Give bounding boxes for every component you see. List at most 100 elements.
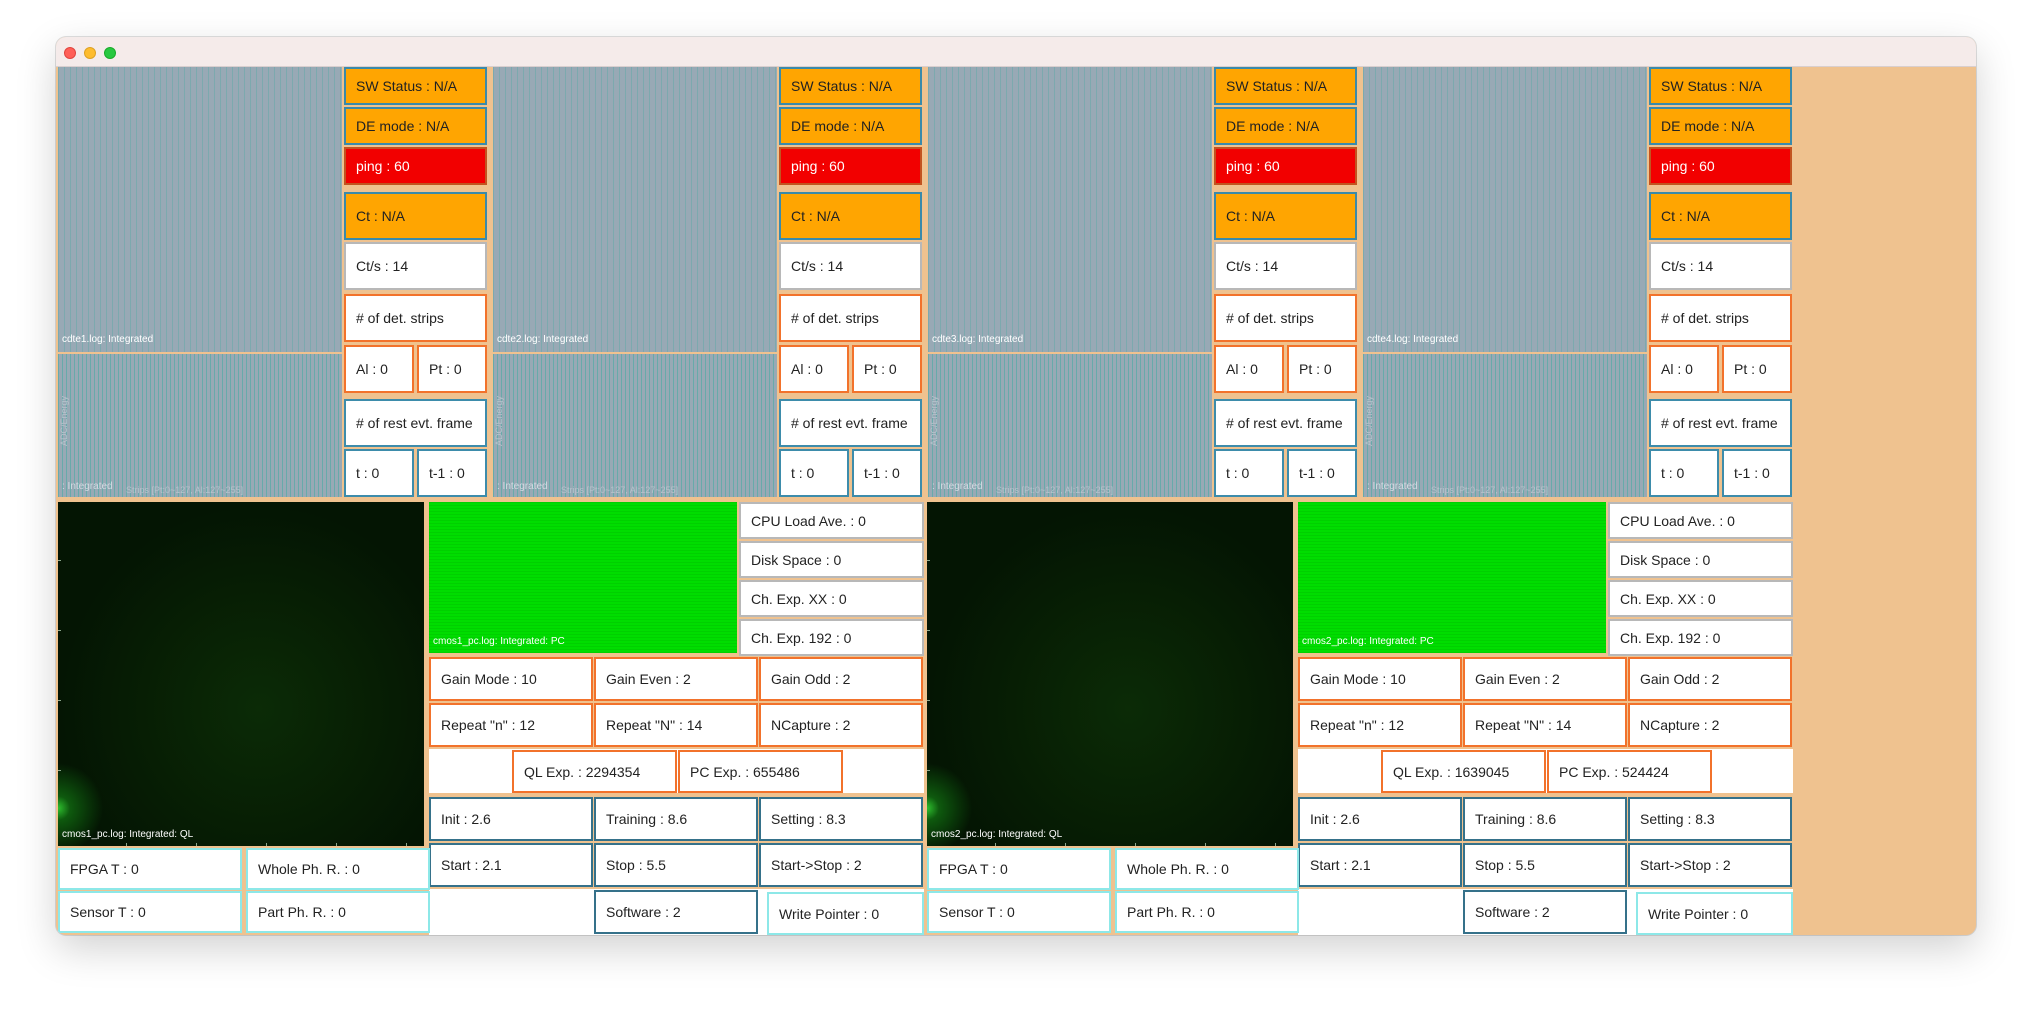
rest-evt-frame-cell: # of rest evt. frame — [779, 399, 922, 447]
det-strips-cell: # of det. strips — [779, 294, 922, 342]
pt-strips-cell: Pt : 0 — [1722, 345, 1792, 393]
ping-cell: ping : 60 — [779, 147, 922, 185]
repeat-n-upper-cell: Repeat "N" : 14 — [1463, 703, 1627, 747]
cmos-pc-label: cmos2_pc.log: Integrated: PC — [1302, 636, 1434, 647]
sw-status-cell: SW Status : N/A — [344, 67, 487, 105]
detector-image-plot[interactable]: cdte4.log: Integrated — [1363, 67, 1647, 352]
whole-ph-rate-cell: Whole Ph. R. : 0 — [1115, 848, 1299, 890]
stop-time-cell: Stop : 5.5 — [594, 843, 758, 887]
axis-tick — [1275, 843, 1276, 846]
fpga-temp-cell: FPGA T : 0 — [58, 848, 242, 890]
cmos-pc-image[interactable]: cmos2_pc.log: Integrated: PC — [1298, 502, 1606, 653]
gain-odd-cell: Gain Odd : 2 — [1628, 657, 1792, 701]
axis-tick — [196, 843, 197, 846]
pt-strips-cell: Pt : 0 — [852, 345, 922, 393]
setting-time-cell: Setting : 8.3 — [759, 797, 923, 841]
detector-image-label: cdte4.log: Integrated — [1367, 334, 1459, 345]
ch-exp-192-cell: Ch. Exp. 192 : 0 — [739, 619, 924, 656]
title-bar — [56, 37, 1976, 67]
setting-time-cell: Setting : 8.3 — [1628, 797, 1792, 841]
t-cell: t : 0 — [779, 449, 849, 497]
detector-spectrum-plot[interactable]: : Integrated Strips [Pt:0~127, Al:127~255… — [928, 354, 1212, 497]
spectrum-x-axis-label: Strips [Pt:0~127, Al:127~255] — [126, 485, 244, 495]
app-window: cdte1.log: Integrated : Integrated Strips … — [56, 37, 1976, 935]
pc-exposure-cell: PC Exp. : 524424 — [1547, 750, 1712, 793]
start-to-stop-cell: Start->Stop : 2 — [759, 843, 923, 887]
al-strips-cell: Al : 0 — [779, 345, 849, 393]
axis-tick — [58, 560, 61, 561]
spectrum-label: : Integrated — [932, 481, 983, 492]
maximize-window-button[interactable] — [104, 47, 116, 59]
software-cell: Software : 2 — [594, 890, 758, 934]
sw-status-cell: SW Status : N/A — [1214, 67, 1357, 105]
software-cell: Software : 2 — [1463, 890, 1627, 934]
write-pointer-cell: Write Pointer : 0 — [767, 892, 924, 935]
cmos-ql-image[interactable]: cmos2_pc.log: Integrated: QL — [927, 502, 1293, 846]
axis-tick — [58, 770, 61, 771]
write-pointer-cell: Write Pointer : 0 — [1636, 892, 1793, 935]
rest-evt-frame-cell: # of rest evt. frame — [1214, 399, 1357, 447]
rest-evt-frame-cell: # of rest evt. frame — [1649, 399, 1792, 447]
detector-image-label: cdte2.log: Integrated — [497, 334, 589, 345]
ping-cell: ping : 60 — [1649, 147, 1792, 185]
cmos-ql-image[interactable]: cmos1_pc.log: Integrated: QL — [58, 502, 424, 846]
axis-tick — [126, 843, 127, 846]
gain-even-cell: Gain Even : 2 — [1463, 657, 1627, 701]
detector-spectrum-plot[interactable]: : Integrated Strips [Pt:0~127, Al:127~255… — [58, 354, 342, 497]
cpu-load-cell: CPU Load Ave. : 0 — [739, 502, 924, 539]
t-minus-1-cell: t-1 : 0 — [417, 449, 487, 497]
axis-tick — [1205, 843, 1206, 846]
disk-space-cell: Disk Space : 0 — [739, 541, 924, 578]
spectrum-y-axis-label: ADC/Energy — [1364, 395, 1374, 446]
repeat-n-upper-cell: Repeat "N" : 14 — [594, 703, 758, 747]
det-strips-cell: # of det. strips — [1214, 294, 1357, 342]
gain-even-cell: Gain Even : 2 — [594, 657, 758, 701]
spectrum-x-axis-label: Strips [Pt:0~127, Al:127~255] — [561, 485, 679, 495]
sw-status-cell: SW Status : N/A — [779, 67, 922, 105]
close-window-button[interactable] — [64, 47, 76, 59]
detector-image-plot[interactable]: cdte2.log: Integrated — [493, 67, 777, 352]
pt-strips-cell: Pt : 0 — [417, 345, 487, 393]
count-rate-cell: Ct/s : 14 — [779, 242, 922, 290]
repeat-n-lower-cell: Repeat "n" : 12 — [429, 703, 593, 747]
gain-mode-cell: Gain Mode : 10 — [429, 657, 593, 701]
start-time-cell: Start : 2.1 — [429, 843, 593, 887]
cpu-load-cell: CPU Load Ave. : 0 — [1608, 502, 1793, 539]
axis-tick — [927, 700, 930, 701]
cmos-pc-image[interactable]: cmos1_pc.log: Integrated: PC — [429, 502, 737, 653]
minimize-window-button[interactable] — [84, 47, 96, 59]
axis-tick — [927, 630, 930, 631]
spectrum-label: : Integrated — [1367, 481, 1418, 492]
start-to-stop-cell: Start->Stop : 2 — [1628, 843, 1792, 887]
stop-time-cell: Stop : 5.5 — [1463, 843, 1627, 887]
repeat-n-lower-cell: Repeat "n" : 12 — [1298, 703, 1462, 747]
gain-odd-cell: Gain Odd : 2 — [759, 657, 923, 701]
rest-evt-frame-cell: # of rest evt. frame — [344, 399, 487, 447]
ch-exp-xx-cell: Ch. Exp. XX : 0 — [739, 580, 924, 617]
count-cell: Ct : N/A — [1214, 192, 1357, 240]
ch-exp-xx-cell: Ch. Exp. XX : 0 — [1608, 580, 1793, 617]
ncapture-cell: NCapture : 2 — [759, 703, 923, 747]
detector-spectrum-plot[interactable]: : Integrated Strips [Pt:0~127, Al:127~255… — [493, 354, 777, 497]
detector-spectrum-plot[interactable]: : Integrated Strips [Pt:0~127, Al:127~255… — [1363, 354, 1647, 497]
de-mode-cell: DE mode : N/A — [344, 107, 487, 145]
spectrum-label: : Integrated — [62, 481, 113, 492]
t-cell: t : 0 — [1649, 449, 1719, 497]
count-cell: Ct : N/A — [344, 192, 487, 240]
count-rate-cell: Ct/s : 14 — [1649, 242, 1792, 290]
training-time-cell: Training : 8.6 — [594, 797, 758, 841]
detector-image-plot[interactable]: cdte1.log: Integrated — [58, 67, 342, 352]
al-strips-cell: Al : 0 — [344, 345, 414, 393]
pc-exposure-cell: PC Exp. : 655486 — [678, 750, 843, 793]
t-minus-1-cell: t-1 : 0 — [1287, 449, 1357, 497]
spectrum-y-axis-label: ADC/Energy — [929, 395, 939, 446]
t-minus-1-cell: t-1 : 0 — [1722, 449, 1792, 497]
detector-panel: cdte2.log: Integrated : Integrated Strips … — [493, 67, 926, 497]
detector-panel: cdte4.log: Integrated : Integrated Strips … — [1363, 67, 1796, 497]
init-time-cell: Init : 2.6 — [429, 797, 593, 841]
detector-image-plot[interactable]: cdte3.log: Integrated — [928, 67, 1212, 352]
sw-status-cell: SW Status : N/A — [1649, 67, 1792, 105]
cmos-ql-label: cmos2_pc.log: Integrated: QL — [931, 829, 1063, 840]
detector-image-label: cdte1.log: Integrated — [62, 334, 154, 345]
start-time-cell: Start : 2.1 — [1298, 843, 1462, 887]
